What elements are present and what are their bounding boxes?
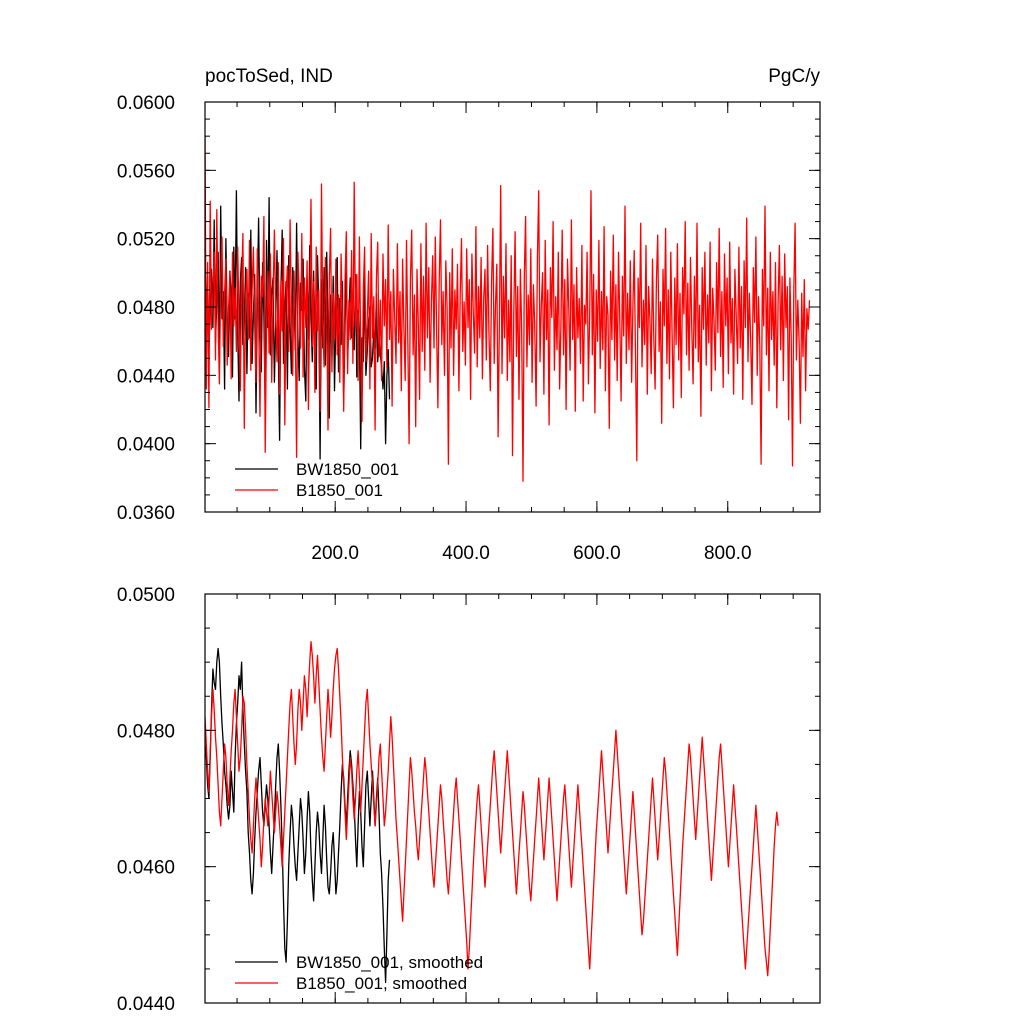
y-tick-label: 0.0400 (117, 435, 175, 456)
legend-label: B1850_001 (296, 481, 383, 500)
y-tick-label: 0.0360 (117, 503, 175, 524)
legend-label: B1850_001, smoothed (296, 974, 467, 993)
x-tick-label: 400.0 (442, 543, 490, 564)
y-tick-label: 0.0480 (117, 298, 175, 319)
chart-title-left: pocToSed, IND (205, 66, 333, 87)
y-tick-label: 0.0480 (117, 721, 175, 742)
y-tick-label: 0.0440 (117, 994, 175, 1015)
y-tick-label: 0.0520 (117, 230, 175, 251)
bottom-panel: 0.0500 0.0480 0.0460 0.0440 BW1850_001, smoo… (117, 585, 821, 1015)
series-line-bw1850 (205, 647, 391, 984)
series-line-b1850 (205, 641, 779, 977)
top-panel: 0.0600 0.0560 0.0520 0.0480 0.0440 0.0400 0.03… (117, 93, 821, 564)
x-tick-label: 800.0 (704, 543, 752, 564)
x-tick-label: 200.0 (311, 543, 359, 564)
series-line-b1850 (205, 136, 811, 482)
chart-units: PgC/y (768, 66, 820, 87)
x-tick-label: 600.0 (573, 543, 621, 564)
plot-frame (204, 593, 821, 1004)
y-tick-label: 0.0560 (117, 161, 175, 182)
y-tick-label: 0.0600 (117, 93, 175, 114)
legend-label: BW1850_001 (296, 460, 399, 479)
y-tick-label: 0.0460 (117, 858, 175, 879)
y-tick-label: 0.0500 (117, 585, 175, 606)
legend-label: BW1850_001, smoothed (296, 953, 483, 972)
y-tick-label: 0.0440 (117, 366, 175, 387)
